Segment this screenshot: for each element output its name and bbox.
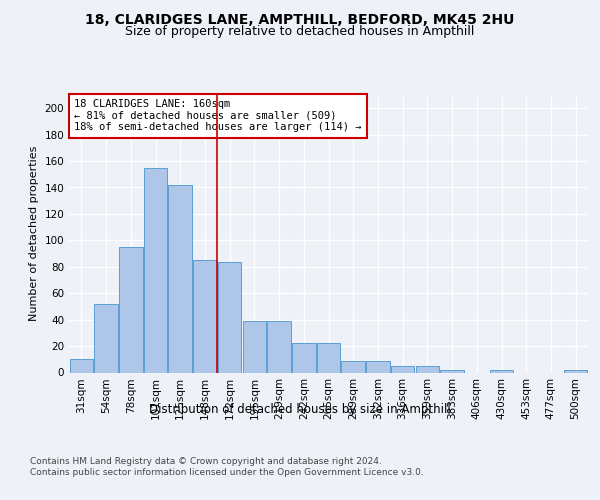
Text: 18 CLARIDGES LANE: 160sqm
← 81% of detached houses are smaller (509)
18% of semi: 18 CLARIDGES LANE: 160sqm ← 81% of detac…	[74, 99, 362, 132]
Bar	[440, 370, 464, 372]
Bar	[119, 247, 143, 372]
Bar	[242, 321, 266, 372]
Bar	[193, 260, 217, 372]
Bar	[144, 168, 167, 372]
Bar	[70, 360, 93, 372]
Bar	[317, 344, 340, 372]
Bar	[94, 304, 118, 372]
Bar	[366, 360, 389, 372]
Bar	[416, 366, 439, 372]
Bar	[490, 370, 513, 372]
Text: Contains HM Land Registry data © Crown copyright and database right 2024.
Contai: Contains HM Land Registry data © Crown c…	[30, 458, 424, 477]
Text: 18, CLARIDGES LANE, AMPTHILL, BEDFORD, MK45 2HU: 18, CLARIDGES LANE, AMPTHILL, BEDFORD, M…	[85, 12, 515, 26]
Y-axis label: Number of detached properties: Number of detached properties	[29, 146, 39, 322]
Bar	[218, 262, 241, 372]
Bar	[292, 344, 316, 372]
Bar	[391, 366, 415, 372]
Bar	[169, 185, 192, 372]
Text: Size of property relative to detached houses in Ampthill: Size of property relative to detached ho…	[125, 25, 475, 38]
Text: Distribution of detached houses by size in Ampthill: Distribution of detached houses by size …	[149, 402, 451, 415]
Bar	[564, 370, 587, 372]
Bar	[268, 321, 291, 372]
Bar	[341, 360, 365, 372]
